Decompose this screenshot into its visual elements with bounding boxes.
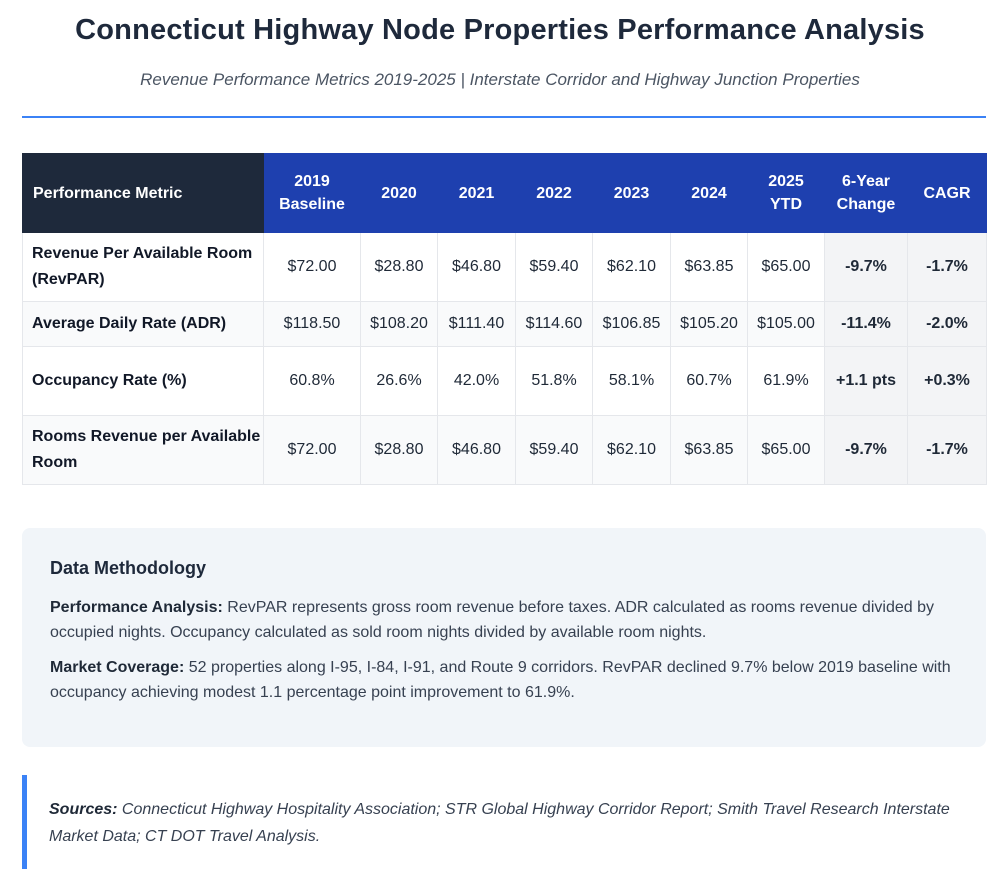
change-cell: -11.4%: [824, 301, 908, 347]
column-header: 2024: [670, 153, 748, 233]
column-header: 2019 Baseline: [263, 153, 361, 233]
cagr-cell: -1.7%: [907, 232, 987, 302]
value-cell: 60.8%: [263, 346, 361, 416]
column-header: 2025 YTD: [747, 153, 825, 233]
value-cell: $46.80: [437, 232, 516, 302]
change-cell: +1.1 pts: [824, 346, 908, 416]
value-cell: 51.8%: [515, 346, 593, 416]
performance-table: Performance Metric 2019 Baseline 2020 20…: [22, 153, 987, 485]
table-row: Average Daily Rate (ADR) $118.50 $108.20…: [22, 301, 987, 347]
methodology-title: Data Methodology: [50, 558, 206, 578]
value-cell: $63.85: [670, 415, 748, 485]
page-title: Connecticut Highway Node Properties Perf…: [75, 14, 925, 46]
cagr-cell: +0.3%: [907, 346, 987, 416]
value-cell: $62.10: [592, 415, 671, 485]
metric-name-cell: Average Daily Rate (ADR): [22, 301, 264, 347]
column-header: 2020: [360, 153, 438, 233]
value-cell: 61.9%: [747, 346, 825, 416]
table-row: Revenue Per Available Room (RevPAR) $72.…: [22, 232, 987, 302]
performance-analysis-paragraph: Performance Analysis: RevPAR represents …: [50, 595, 958, 645]
table-row: Rooms Revenue per Available Room $72.00 …: [22, 415, 987, 485]
value-cell: $63.85: [670, 232, 748, 302]
value-cell: 26.6%: [360, 346, 438, 416]
column-header: 2021: [437, 153, 516, 233]
value-cell: 58.1%: [592, 346, 671, 416]
metric-name-cell: Revenue Per Available Room (RevPAR): [22, 232, 264, 302]
value-cell: $111.40: [437, 301, 516, 347]
value-cell: $72.00: [263, 232, 361, 302]
column-header: 6-Year Change: [824, 153, 908, 233]
value-cell: $65.00: [747, 415, 825, 485]
sources-text: Connecticut Highway Hospitality Associat…: [49, 801, 950, 845]
sources-note: Sources: Connecticut Highway Hospitality…: [22, 775, 986, 869]
performance-analysis-label: Performance Analysis:: [50, 599, 223, 616]
value-cell: $114.60: [515, 301, 593, 347]
cagr-cell: -1.7%: [907, 415, 987, 485]
value-cell: $105.00: [747, 301, 825, 347]
value-cell: $106.85: [592, 301, 671, 347]
value-cell: $59.40: [515, 232, 593, 302]
value-cell: $28.80: [360, 232, 438, 302]
methodology-panel: Data Methodology Performance Analysis: R…: [22, 528, 986, 747]
value-cell: $46.80: [437, 415, 516, 485]
table-header-row: Performance Metric 2019 Baseline 2020 20…: [22, 153, 987, 233]
value-cell: 42.0%: [437, 346, 516, 416]
market-coverage-label: Market Coverage:: [50, 659, 185, 676]
column-header: 2022: [515, 153, 593, 233]
column-header: CAGR: [907, 153, 987, 233]
performance-analysis-text: RevPAR represents gross room revenue bef…: [50, 599, 934, 641]
value-cell: $65.00: [747, 232, 825, 302]
value-cell: $62.10: [592, 232, 671, 302]
column-header: 2023: [592, 153, 671, 233]
cagr-cell: -2.0%: [907, 301, 987, 347]
change-cell: -9.7%: [824, 232, 908, 302]
market-coverage-text: 52 properties along I-95, I-84, I-91, an…: [50, 659, 951, 701]
change-cell: -9.7%: [824, 415, 908, 485]
value-cell: $72.00: [263, 415, 361, 485]
title-divider: [22, 116, 986, 118]
market-coverage-paragraph: Market Coverage: 52 properties along I-9…: [50, 655, 958, 705]
metric-name-cell: Rooms Revenue per Available Room: [22, 415, 264, 485]
value-cell: $105.20: [670, 301, 748, 347]
value-cell: 60.7%: [670, 346, 748, 416]
page-subtitle: Revenue Performance Metrics 2019-2025 | …: [140, 70, 860, 89]
value-cell: $28.80: [360, 415, 438, 485]
value-cell: $108.20: [360, 301, 438, 347]
metric-name-cell: Occupancy Rate (%): [22, 346, 264, 416]
value-cell: $59.40: [515, 415, 593, 485]
column-header: Performance Metric: [22, 153, 264, 233]
value-cell: $118.50: [263, 301, 361, 347]
table-row: Occupancy Rate (%) 60.8% 26.6% 42.0% 51.…: [22, 346, 987, 416]
sources-label: Sources:: [49, 801, 118, 818]
